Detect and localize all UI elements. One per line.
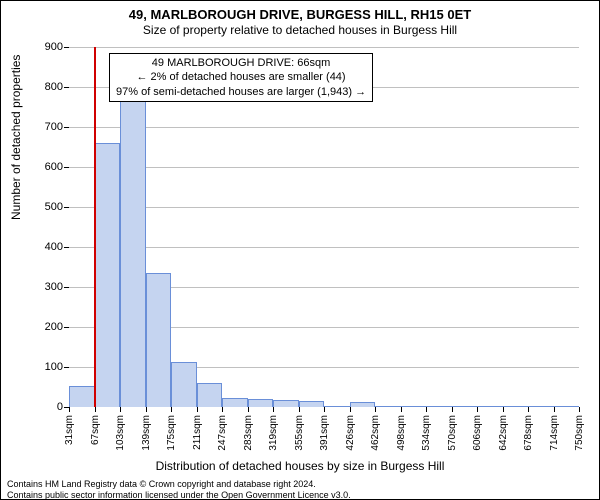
xtick-mark <box>248 407 249 412</box>
footer-line-1: Contains HM Land Registry data © Crown c… <box>7 479 351 490</box>
annotation-box: 49 MARLBOROUGH DRIVE: 66sqm← 2% of detac… <box>109 53 373 102</box>
ytick-mark <box>64 127 69 128</box>
xtick-label: 175sqm <box>166 415 177 465</box>
xtick-mark <box>197 407 198 412</box>
ytick-label: 300 <box>23 281 63 293</box>
xtick-mark <box>120 407 121 412</box>
chart-subtitle: Size of property relative to detached ho… <box>1 23 599 37</box>
footer-attribution: Contains HM Land Registry data © Crown c… <box>7 479 351 500</box>
ytick-mark <box>64 367 69 368</box>
ytick-mark <box>64 327 69 328</box>
histogram-bar <box>426 406 452 407</box>
xtick-label: 283sqm <box>243 415 254 465</box>
xtick-label: 211sqm <box>192 415 203 465</box>
ytick-label: 800 <box>23 81 63 93</box>
plot-area: 49 MARLBOROUGH DRIVE: 66sqm← 2% of detac… <box>69 47 579 407</box>
xtick-mark <box>503 407 504 412</box>
ytick-label: 700 <box>23 121 63 133</box>
histogram-bar <box>248 399 274 407</box>
xtick-label: 319sqm <box>268 415 279 465</box>
xtick-mark <box>222 407 223 412</box>
histogram-bar <box>350 402 376 407</box>
xtick-label: 678sqm <box>523 415 534 465</box>
property-marker-line <box>94 47 96 407</box>
ytick-mark <box>64 87 69 88</box>
ytick-mark <box>64 47 69 48</box>
xtick-mark <box>375 407 376 412</box>
xtick-label: 714sqm <box>549 415 560 465</box>
annotation-line-2: ← 2% of detached houses are smaller (44) <box>116 70 366 84</box>
xtick-label: 606sqm <box>472 415 483 465</box>
histogram-bar <box>554 406 580 407</box>
xtick-mark <box>350 407 351 412</box>
annotation-line-1: 49 MARLBOROUGH DRIVE: 66sqm <box>116 56 366 70</box>
xtick-label: 139sqm <box>141 415 152 465</box>
histogram-bar <box>273 400 299 407</box>
annotation-line-3: 97% of semi-detached houses are larger (… <box>116 85 366 99</box>
chart-title-address: 49, MARLBOROUGH DRIVE, BURGESS HILL, RH1… <box>1 7 599 22</box>
histogram-bar <box>401 406 427 407</box>
ytick-label: 0 <box>23 401 63 413</box>
histogram-bar <box>120 99 146 407</box>
ytick-label: 400 <box>23 241 63 253</box>
ytick-label: 500 <box>23 201 63 213</box>
xtick-mark <box>95 407 96 412</box>
ytick-mark <box>64 287 69 288</box>
xtick-label: 750sqm <box>574 415 585 465</box>
ytick-label: 600 <box>23 161 63 173</box>
xtick-label: 570sqm <box>447 415 458 465</box>
gridline <box>69 47 579 48</box>
y-axis-label: Number of detached properties <box>9 55 23 220</box>
xtick-label: 426sqm <box>345 415 356 465</box>
footer-line-2: Contains public sector information licen… <box>7 490 351 500</box>
xtick-label: 498sqm <box>396 415 407 465</box>
ytick-label: 200 <box>23 321 63 333</box>
xtick-mark <box>299 407 300 412</box>
gridline <box>69 127 579 128</box>
histogram-bar <box>477 406 503 407</box>
xtick-label: 31sqm <box>64 415 75 465</box>
histogram-bar <box>69 386 95 407</box>
histogram-bar <box>452 406 478 407</box>
histogram-bar <box>324 406 350 407</box>
xtick-label: 534sqm <box>421 415 432 465</box>
histogram-bar <box>197 383 223 407</box>
xtick-mark <box>146 407 147 412</box>
xtick-mark <box>452 407 453 412</box>
xtick-label: 247sqm <box>217 415 228 465</box>
chart-container: 49, MARLBOROUGH DRIVE, BURGESS HILL, RH1… <box>0 0 600 500</box>
histogram-bar <box>222 398 248 407</box>
ytick-label: 900 <box>23 41 63 53</box>
gridline <box>69 207 579 208</box>
xtick-label: 462sqm <box>370 415 381 465</box>
xtick-mark <box>554 407 555 412</box>
xtick-label: 67sqm <box>90 415 101 465</box>
xtick-label: 103sqm <box>115 415 126 465</box>
xtick-mark <box>528 407 529 412</box>
gridline <box>69 247 579 248</box>
histogram-bar <box>171 362 197 407</box>
gridline <box>69 167 579 168</box>
xtick-mark <box>426 407 427 412</box>
xtick-mark <box>324 407 325 412</box>
histogram-bar <box>146 273 172 407</box>
xtick-label: 355sqm <box>294 415 305 465</box>
xtick-mark <box>273 407 274 412</box>
histogram-bar <box>528 406 554 407</box>
histogram-bar <box>503 406 529 407</box>
xtick-mark <box>477 407 478 412</box>
ytick-label: 100 <box>23 361 63 373</box>
histogram-bar <box>375 406 401 407</box>
xtick-mark <box>171 407 172 412</box>
ytick-mark <box>64 247 69 248</box>
histogram-bar <box>299 401 325 407</box>
xtick-label: 642sqm <box>498 415 509 465</box>
xtick-mark <box>69 407 70 412</box>
xtick-mark <box>401 407 402 412</box>
xtick-label: 391sqm <box>319 415 330 465</box>
xtick-mark <box>579 407 580 412</box>
ytick-mark <box>64 207 69 208</box>
ytick-mark <box>64 167 69 168</box>
histogram-bar <box>95 143 121 407</box>
